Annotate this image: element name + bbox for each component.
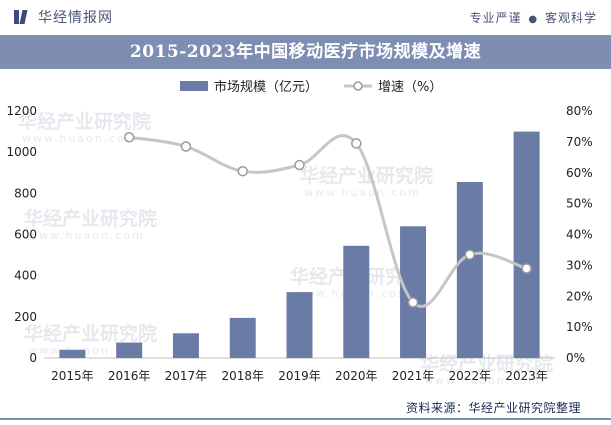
y-right-tick-label: 60% [566, 166, 593, 180]
top-bar: 华经情报网 专业严谨 ● 客观科学 [0, 0, 611, 36]
bar [400, 226, 427, 358]
brand: 华经情报网 [14, 7, 113, 27]
x-tick-label: 2018年 [221, 369, 264, 383]
x-tick-label: 2021年 [392, 369, 435, 383]
bar [59, 349, 86, 358]
bar [513, 131, 540, 358]
y-left-tick-label: 1200 [6, 104, 37, 118]
watermark-text: 华经产业研究院 [24, 207, 157, 230]
slogan-left: 专业严谨 [469, 11, 522, 25]
watermark-text: 华经产业研究院 [18, 110, 151, 133]
y-right-tick-label: 10% [566, 320, 593, 334]
legend-line-label: 增速（%） [378, 80, 443, 95]
legend: 市场规模（亿元） 增速（%） [180, 76, 468, 95]
watermark-url: www.huaon.com [28, 344, 145, 357]
y-left-tick-label: 800 [14, 186, 37, 200]
y-left-tick-label: 0 [29, 351, 37, 365]
brand-name: 华经情报网 [38, 10, 113, 26]
watermark-text: 华经产业研究院 [300, 164, 433, 187]
watermark-url: www.huaon.com [22, 132, 139, 145]
y-right-tick-label: 40% [566, 228, 593, 242]
growth-line [128, 134, 528, 308]
y-right-tick-label: 70% [566, 135, 593, 149]
slogan-right: 客观科学 [544, 11, 597, 25]
slogan-dot: ● [528, 14, 539, 25]
source-note: 资料来源：华经产业研究院整理 [406, 399, 581, 416]
legend-item-bar: 市场规模（亿元） [180, 76, 318, 95]
growth-point [464, 249, 476, 260]
growth-point [180, 141, 192, 152]
x-tick-label: 2015年 [51, 369, 94, 383]
bar [456, 182, 483, 358]
bar [286, 292, 313, 358]
growth-point [521, 263, 532, 274]
watermark-url: www.huaon.com [304, 186, 421, 199]
y-right-tick-label: 0% [566, 351, 585, 365]
slogan: 专业严谨 ● 客观科学 [470, 9, 597, 26]
y-right-tick-label: 80% [566, 104, 593, 118]
bottom-rule [0, 418, 611, 420]
y-left-tick-label: 400 [14, 269, 37, 283]
y-right-tick-label: 50% [566, 197, 593, 211]
legend-line-swatch [344, 80, 373, 91]
watermark-url: www.huaon.com [28, 229, 145, 242]
growth-point [351, 138, 362, 149]
bar [116, 342, 143, 358]
y-left-tick-label: 1000 [6, 145, 37, 159]
bar [343, 245, 370, 358]
y-right-tick-label: 30% [566, 258, 593, 272]
x-tick-label: 2023年 [505, 369, 548, 383]
legend-bar-label: 市场规模（亿元） [214, 80, 319, 95]
growth-point [407, 297, 419, 308]
bar [172, 333, 199, 358]
y-right-tick-label: 20% [566, 289, 593, 303]
growth-point [294, 159, 305, 171]
watermark-url: www.huaon.com [424, 374, 541, 387]
x-tick-label: 2022年 [449, 369, 492, 383]
title-band: 2015-2023年中国移动医疗市场规模及增速 [0, 35, 611, 69]
source-label: 资料来源： [405, 401, 469, 415]
brand-logo-icon [14, 9, 30, 25]
y-left-tick-label: 600 [14, 228, 37, 242]
growth-point [123, 131, 135, 143]
legend-bar-swatch [180, 80, 208, 91]
y-left-tick-label: 200 [14, 310, 37, 324]
chart-title: 2015-2023年中国移动医疗市场规模及增速 [129, 42, 482, 62]
growth-point [237, 165, 248, 177]
legend-item-line: 增速（%） [344, 76, 442, 95]
x-tick-label: 2017年 [165, 369, 208, 383]
x-tick-label: 2016年 [108, 369, 151, 383]
source-value: 华经产业研究院整理 [468, 401, 581, 415]
x-tick-label: 2020年 [335, 369, 378, 383]
x-tick-label: 2019年 [278, 369, 321, 383]
bar [229, 317, 256, 358]
watermark-text: 华经产业研究院 [24, 322, 157, 345]
